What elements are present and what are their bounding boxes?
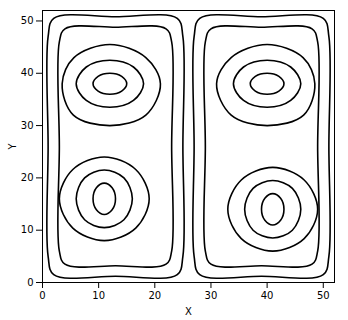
svg-text:Y: Y [7,143,18,151]
svg-text:0: 0 [27,277,33,288]
svg-text:40: 40 [21,67,34,78]
svg-text:20: 20 [21,172,34,183]
svg-text:0: 0 [39,290,45,301]
svg-text:20: 20 [148,290,161,301]
svg-text:10: 10 [21,224,34,235]
svg-text:30: 30 [205,290,218,301]
svg-text:40: 40 [261,290,274,301]
svg-text:30: 30 [21,120,34,131]
svg-text:10: 10 [92,290,105,301]
svg-text:50: 50 [21,15,34,26]
svg-text:X: X [185,306,192,317]
svg-text:50: 50 [317,290,330,301]
